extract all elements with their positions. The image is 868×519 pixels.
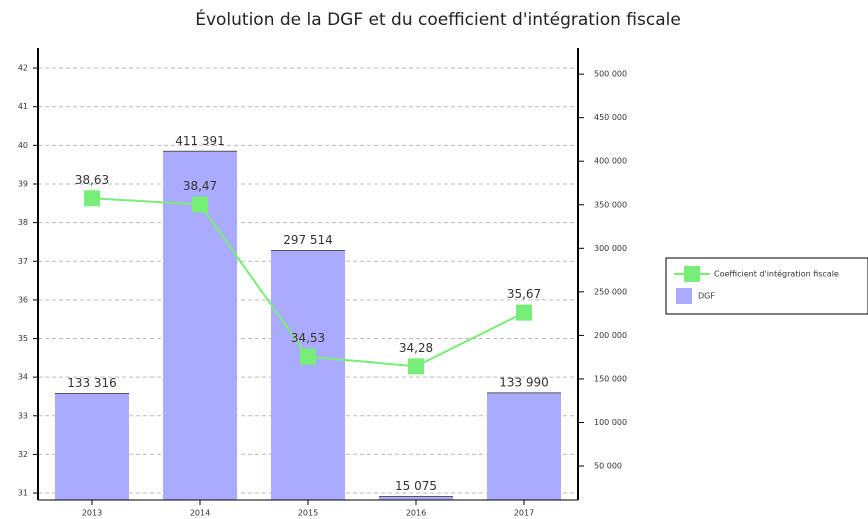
bar	[55, 393, 129, 500]
y2-tick-label: 450 000	[594, 113, 627, 122]
y2-tick-label: 350 000	[594, 200, 627, 209]
y-tick-label: 31	[18, 489, 28, 498]
bar-value-label: 133 316	[67, 376, 117, 390]
bar	[379, 496, 453, 500]
bar-value-label: 133 990	[499, 375, 549, 389]
y-tick-label: 37	[18, 257, 28, 266]
line-value-label: 34,53	[291, 331, 325, 345]
y-tick-label: 40	[18, 141, 28, 150]
legend-marker	[676, 288, 692, 304]
x-tick-label: 2017	[514, 509, 534, 518]
line-marker	[84, 190, 100, 207]
line-value-label: 34,28	[399, 341, 433, 355]
y-tick-label: 36	[18, 295, 28, 304]
bar	[271, 250, 345, 500]
y2-tick-label: 50 000	[594, 462, 622, 471]
bar-value-label: 297 514	[283, 233, 333, 247]
y2-tick-label: 150 000	[594, 374, 627, 383]
x-tick-label: 2016	[406, 509, 426, 518]
y2-tick-label: 200 000	[594, 331, 627, 340]
y2-tick-label: 300 000	[594, 244, 627, 253]
legend-label: Coefficient d'intégration fiscale	[714, 269, 839, 279]
x-tick-label: 2014	[190, 509, 210, 518]
y2-tick-label: 250 000	[594, 287, 627, 296]
x-tick-label: 2015	[298, 509, 318, 518]
y2-tick-label: 500 000	[594, 70, 627, 79]
y-tick-label: 34	[18, 373, 28, 382]
bar-value-label: 411 391	[175, 134, 225, 148]
y-tick-label: 42	[18, 64, 28, 73]
legend-marker	[684, 266, 700, 282]
line-marker	[192, 196, 208, 213]
line-value-label: 38,47	[183, 179, 217, 193]
y-tick-label: 32	[18, 450, 28, 459]
y-tick-label: 38	[18, 218, 28, 227]
bar	[487, 392, 561, 500]
y-tick-label: 39	[18, 179, 28, 188]
y2-tick-label: 100 000	[594, 418, 627, 427]
line-marker	[516, 304, 532, 321]
legend-label: DGF	[698, 292, 715, 301]
line-marker	[300, 348, 316, 365]
bar-value-label: 15 075	[395, 479, 437, 493]
line-marker	[408, 358, 424, 375]
line-value-label: 38,63	[75, 173, 109, 187]
chart-title: Évolution de la DGF et du coefficient d'…	[195, 8, 681, 30]
y-tick-label: 35	[18, 334, 28, 343]
y2-tick-label: 400 000	[594, 157, 627, 166]
y-tick-label: 41	[18, 102, 28, 111]
line-value-label: 35,67	[507, 287, 541, 301]
x-tick-label: 2013	[82, 509, 102, 518]
y-tick-label: 33	[18, 411, 28, 420]
